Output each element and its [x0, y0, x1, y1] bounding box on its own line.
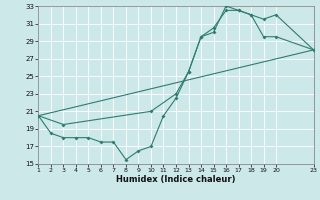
X-axis label: Humidex (Indice chaleur): Humidex (Indice chaleur)	[116, 175, 236, 184]
